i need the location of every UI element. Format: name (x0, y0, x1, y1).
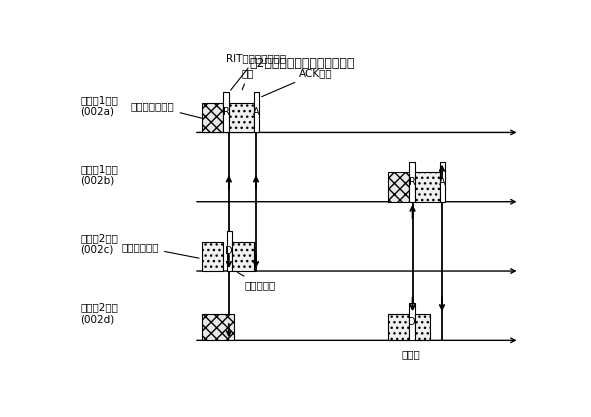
Text: 受信待ち受け: 受信待ち受け (122, 242, 199, 258)
Text: データ送信: データ送信 (238, 272, 275, 290)
Bar (410, 162, 415, 202)
Text: 図2　上り通信のシーケンス例: 図2 上り通信のシーケンス例 (250, 57, 355, 70)
Bar (410, 304, 415, 340)
Bar (226, 231, 232, 271)
Text: A: A (439, 177, 446, 187)
Text: R: R (223, 108, 229, 118)
Text: ランク1端末
(002b): ランク1端末 (002b) (80, 164, 118, 186)
Bar (388, 173, 410, 202)
Bar (415, 173, 440, 202)
Text: キャリアセンス: キャリアセンス (131, 101, 210, 120)
Bar (415, 314, 430, 340)
Text: 受信: 受信 (242, 68, 255, 90)
Text: ランク1端末
(002a): ランク1端末 (002a) (80, 95, 118, 116)
Bar (440, 162, 445, 202)
Text: R: R (409, 177, 415, 187)
Bar (223, 93, 229, 133)
Text: データ: データ (402, 349, 420, 359)
Text: A: A (253, 108, 259, 118)
Bar (254, 93, 259, 133)
Text: ランク2端末
(002c): ランク2端末 (002c) (80, 233, 118, 255)
Bar (202, 103, 223, 133)
Text: D: D (408, 317, 416, 327)
Bar (232, 242, 254, 271)
Bar (202, 314, 234, 340)
Text: ランク2端末
(002d): ランク2端末 (002d) (80, 303, 118, 324)
Text: ACK送信: ACK送信 (262, 68, 332, 97)
Bar (388, 314, 410, 340)
Bar (202, 242, 223, 271)
Bar (229, 103, 254, 133)
Text: RITリクエスト送信: RITリクエスト送信 (226, 53, 286, 90)
Text: D: D (225, 246, 233, 256)
